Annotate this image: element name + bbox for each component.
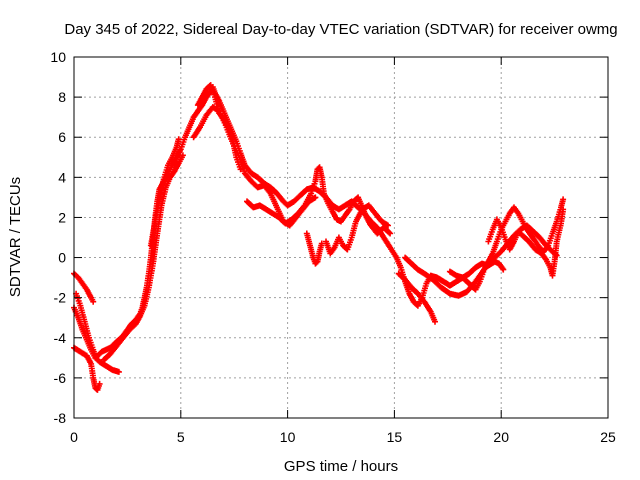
y-tick-label: 6 (58, 129, 66, 145)
series-segment-markers (194, 82, 244, 173)
series-segment-markers (303, 230, 325, 267)
y-tick-labels: -8 -6 -4 -2 0 2 4 6 8 10 (50, 49, 66, 426)
series-segment-markers (485, 206, 567, 279)
series-segment-markers (395, 270, 438, 325)
x-tick-label: 0 (70, 429, 78, 445)
y-tick-label: -6 (54, 370, 67, 386)
series-segment-markers (147, 136, 182, 249)
y-tick-label: 4 (58, 169, 66, 185)
y-tick-label: -4 (54, 330, 67, 346)
chart-title: Day 345 of 2022, Sidereal Day-to-day VTE… (64, 21, 617, 38)
y-axis-label: SDTVAR / TECUs (7, 177, 24, 297)
series-segment-markers (446, 258, 507, 281)
y-tick-label: 8 (58, 89, 66, 105)
x-tick-label: 5 (177, 429, 185, 445)
series-segment-markers (100, 152, 186, 363)
x-axis-label: GPS time / hours (284, 458, 398, 475)
axis-ticks (73, 56, 609, 419)
x-tick-label: 10 (280, 429, 296, 445)
x-tick-label: 20 (493, 429, 509, 445)
x-tick-labels: 0 5 10 15 20 25 (70, 429, 616, 445)
y-tick-label: -8 (54, 410, 67, 426)
plot-frame (73, 56, 609, 419)
x-tick-label: 15 (387, 429, 403, 445)
series-segment-markers (244, 164, 394, 237)
y-tick-label: -2 (54, 290, 67, 306)
y-tick-label: 2 (58, 209, 66, 225)
series-segment-markers (323, 202, 391, 257)
y-tick-label: 0 (58, 250, 66, 266)
x-tick-label: 25 (600, 429, 616, 445)
y-tick-label: 10 (50, 49, 66, 65)
